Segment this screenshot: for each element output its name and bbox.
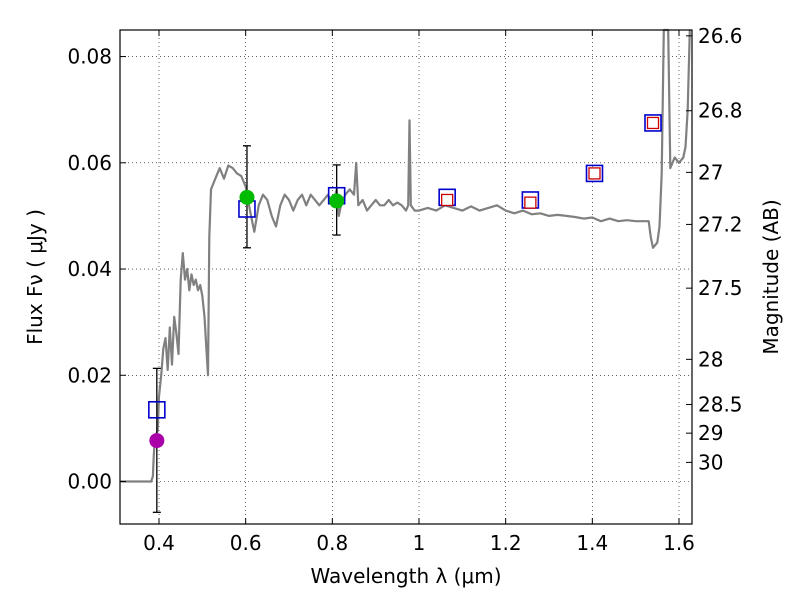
observed-square-marker (585, 164, 604, 183)
y-axis-right-label: Magnitude (AB) (759, 199, 783, 354)
y-tick-label: 0.02 (67, 363, 112, 387)
y-axis-label: Flux Fν ( μJy ) (23, 209, 47, 345)
detection-circle-marker (239, 189, 255, 205)
y-tick-label: 0.06 (67, 151, 112, 175)
x-tick-label: 0.4 (143, 531, 175, 555)
series-layer (120, 28, 691, 513)
observed-square-marker (148, 400, 166, 419)
ticks: 0.4 0.6 0.8 1 1.2 1.4 1.6 0.00 0.02 0.04 0.06 0.08 2… (67, 24, 742, 555)
observed-square-marker (644, 114, 662, 132)
mag-tick-label: 28 (698, 347, 723, 371)
x-tick-label: 1.2 (490, 531, 522, 555)
x-tick-label: 1.6 (663, 531, 695, 555)
mag-tick-label: 27.5 (698, 276, 743, 300)
detection-circle-marker (329, 193, 345, 209)
y-tick-label: 0.00 (67, 470, 112, 494)
mag-tick-label: 28.5 (698, 392, 743, 416)
mag-tick-label: 27 (698, 160, 723, 184)
grid (120, 30, 692, 524)
mag-tick-label: 27.2 (698, 212, 743, 236)
mag-tick-label: 30 (698, 450, 723, 474)
model-square-marker (646, 116, 660, 130)
plot-frame (119, 29, 693, 525)
y-tick-label: 0.04 (67, 257, 112, 281)
mag-tick-label: 26.8 (698, 99, 743, 123)
model-square-marker (588, 167, 601, 180)
x-tick-label: 1.4 (576, 531, 608, 555)
x-axis-label: Wavelength λ (μm) (310, 564, 501, 588)
y-tick-label: 0.08 (67, 45, 112, 69)
x-tick-label: 0.8 (316, 531, 348, 555)
x-tick-label: 1 (413, 531, 426, 555)
mag-tick-label: 26.6 (698, 24, 743, 48)
model-square-marker (441, 193, 454, 207)
spectrum-line (120, 28, 691, 483)
detection-circle-marker (149, 433, 165, 449)
plot-background (120, 30, 692, 524)
mag-tick-label: 29 (698, 421, 723, 445)
model-square-marker (524, 196, 537, 209)
x-tick-label: 0.6 (230, 531, 262, 555)
